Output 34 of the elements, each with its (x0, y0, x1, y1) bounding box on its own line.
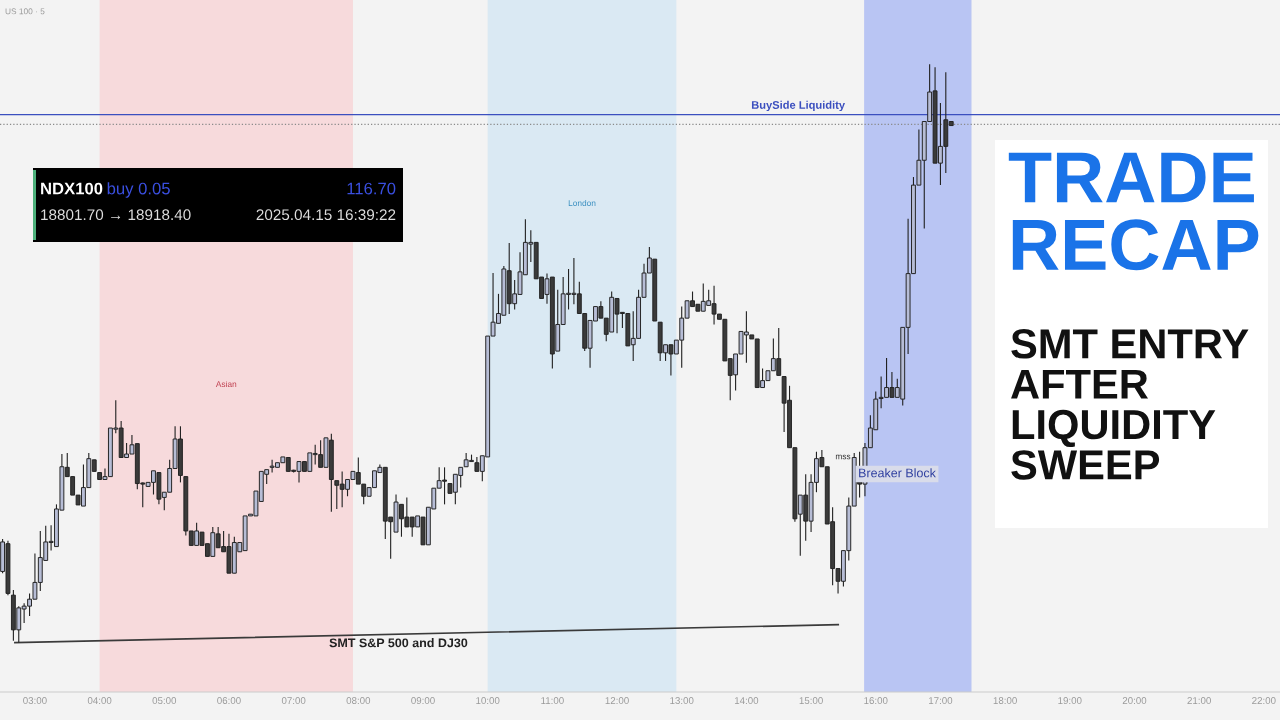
annotation: Breaker Block (859, 468, 936, 478)
ref-line-label: BuySide Liquidity (751, 100, 845, 112)
band-label: Asian (215, 380, 237, 388)
annotation: 2025.04.15 16:39:22 (256, 209, 396, 221)
text: SMT ENTRY AFTER LIQUIDITY SWEEP (1011, 329, 1249, 480)
x-tick-label: 19:00 (1058, 697, 1082, 704)
annotation: mss (835, 454, 851, 460)
x-tick-label: 03:00 (23, 697, 47, 704)
x-tick-label: 18:00 (993, 697, 1017, 704)
x-tick-label: 17:00 (929, 697, 953, 704)
x-tick-label: 04:00 (87, 697, 112, 704)
x-tick-label: 07:00 (281, 697, 306, 704)
annotation: 18801.70 → 18918.40 (41, 209, 191, 221)
x-tick-label: 08:00 (346, 697, 371, 704)
x-tick-label: 15:00 (799, 697, 823, 704)
x-tick-label: 06:00 (217, 697, 241, 704)
text: US 100 · 5 (5, 8, 45, 15)
x-tick-label: 21:00 (1187, 697, 1211, 704)
x-tick-label: 22:00 (1252, 697, 1276, 704)
annotation: buy 0.05 (107, 182, 170, 198)
annotation: SMT S&P 500 and DJ30 (329, 638, 468, 648)
x-tick-label: 09:00 (411, 697, 435, 704)
x-tick-label: 13:00 (670, 697, 694, 704)
text: TRADE RECAP (1008, 152, 1259, 271)
x-tick-label: 05:00 (152, 697, 177, 704)
annotation: NDX100 (41, 182, 103, 195)
x-tick-label: 11:00 (541, 697, 564, 704)
band-label: London (568, 199, 596, 207)
x-tick-label: 20:00 (1122, 697, 1147, 704)
x-tick-label: 14:00 (734, 697, 759, 704)
x-tick-label: 16:00 (864, 697, 888, 704)
x-tick-label: 12:00 (605, 697, 629, 704)
x-tick-label: 10:00 (476, 697, 500, 704)
annotation: 116.70 (347, 182, 396, 195)
